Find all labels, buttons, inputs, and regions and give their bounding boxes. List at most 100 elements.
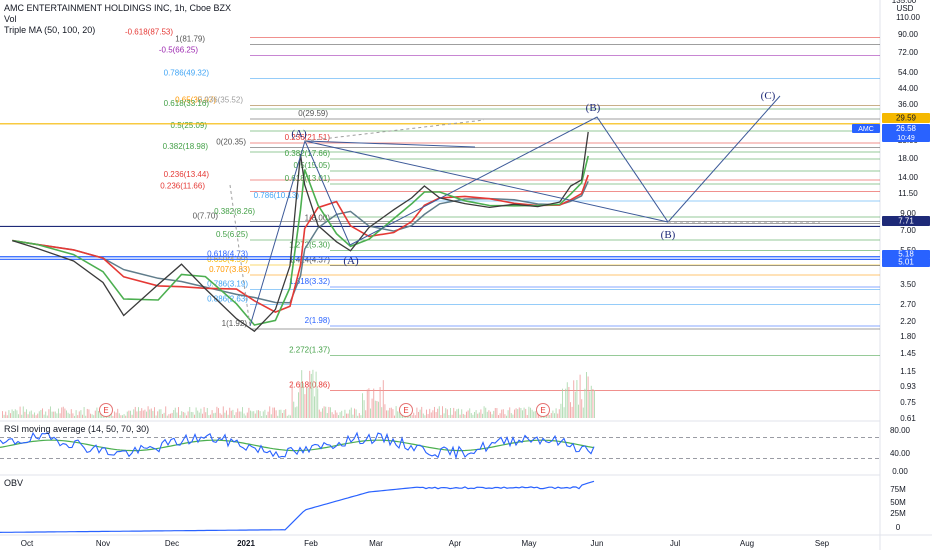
volume-bar — [21, 414, 23, 418]
volume-bar — [22, 406, 24, 418]
volume-bar — [528, 406, 530, 418]
volume-bar — [24, 411, 26, 418]
volume-bar — [146, 411, 147, 418]
volume-bar — [317, 388, 319, 418]
price-axis-tick: 90.00 — [898, 30, 919, 39]
fib-level-label: 0.886(2.63) — [207, 295, 248, 304]
volume-bar — [13, 411, 15, 418]
volume-bar — [42, 408, 43, 418]
volume-bar — [472, 414, 474, 418]
ma-50-line — [12, 174, 589, 313]
fib-levels: -0.618(87.53)1(81.79) -0.5(66.25) 0.786(49… — [125, 28, 880, 391]
volume-bar — [205, 412, 207, 418]
volume-bar — [259, 411, 261, 418]
earnings-marker-circle — [99, 403, 113, 417]
volume-bar — [309, 370, 311, 418]
volume-bar — [206, 407, 208, 418]
volume-bar — [427, 414, 429, 418]
volume-bar — [334, 410, 336, 418]
volume-bar — [190, 411, 192, 418]
time-axis-label: May — [521, 539, 536, 548]
volume-bar — [277, 415, 279, 418]
volume-bar — [126, 411, 128, 418]
volume-bar — [29, 411, 31, 418]
volume-bar — [251, 411, 253, 418]
volume-bar — [19, 406, 21, 418]
volume-bar — [302, 383, 304, 418]
volume-bar — [534, 411, 536, 418]
volume-bar — [395, 406, 397, 418]
volume-bar — [474, 412, 475, 418]
obv-axis-tick: 75M — [890, 485, 906, 494]
volume-bar — [26, 409, 27, 418]
volume-bar — [35, 415, 37, 418]
volume-bar — [114, 411, 115, 418]
price-axis: 110.0090.0072.0054.0044.0036.0029.5923.0… — [892, 0, 921, 423]
volume-bar — [291, 381, 293, 418]
volume-bar — [74, 415, 75, 418]
volume-bar — [219, 413, 221, 418]
volume-bar — [93, 415, 95, 418]
volume-bar — [125, 415, 127, 418]
volume-bar — [469, 408, 471, 418]
volume-bar — [61, 407, 63, 418]
volume-bar — [301, 370, 303, 418]
volume-bar — [523, 407, 525, 418]
fib-level-label: 0.618(4.73) — [207, 250, 248, 259]
volume-bar — [163, 412, 165, 418]
volume-bar — [349, 409, 351, 418]
volume-bar — [123, 414, 125, 418]
volume-bar — [410, 415, 411, 418]
volume-bar — [242, 407, 243, 418]
volume-bar — [390, 407, 392, 418]
fib-level-label: 0.707(3.83) — [209, 265, 250, 274]
volume-bar — [374, 400, 376, 418]
obv-axis-tick: 25M — [890, 509, 906, 518]
volume-bar — [594, 390, 595, 418]
volume-bar — [398, 412, 400, 418]
volume-bar — [387, 410, 389, 418]
volume-bar — [357, 415, 359, 418]
volume-bar — [283, 410, 285, 418]
volume-bar — [75, 410, 77, 418]
fib-level-label: -0.618(87.53) — [125, 28, 173, 37]
price-axis-tick: 9.00 — [900, 209, 916, 218]
volume-bar — [512, 414, 514, 418]
price-badge-5-18-bg — [882, 250, 930, 259]
fib-level-label: 0.786(10.13) — [254, 191, 300, 200]
volume-bar — [531, 409, 533, 418]
volume-bar — [416, 407, 418, 418]
volume-bar — [414, 415, 416, 418]
volume-bar — [360, 415, 362, 418]
volume-bar — [376, 400, 378, 418]
volume-bar — [586, 372, 587, 418]
price-badge-29-59: 29.59 — [882, 113, 930, 123]
volume-bar — [368, 388, 370, 418]
volume-bar — [226, 410, 227, 418]
volume-bar — [147, 406, 149, 418]
time-axis-label: Oct — [21, 539, 34, 548]
fib-level-label: 0.236(35.52) — [198, 96, 244, 105]
volume-bar — [64, 408, 66, 418]
volume-bar — [115, 412, 117, 418]
fib-level-label: -0.5(66.25) — [159, 46, 198, 55]
volume-bar — [587, 376, 589, 418]
volume-bar — [133, 409, 135, 418]
earnings-marker-label: E — [103, 406, 108, 415]
volume-bar — [509, 407, 511, 418]
volume-bar — [362, 393, 363, 418]
volume-bar — [82, 414, 83, 418]
price-axis-tick: 0.93 — [900, 382, 916, 391]
fib-level-label: 1.414(4.37) — [289, 256, 330, 265]
volume-bar — [331, 412, 333, 418]
volume-bar — [198, 412, 200, 418]
volume-bar — [262, 411, 264, 418]
volume-bar — [555, 408, 557, 418]
volume-bar — [221, 414, 223, 418]
volume-bar — [178, 407, 179, 418]
volume-bar — [234, 415, 235, 418]
volume-bar — [118, 413, 120, 418]
volume-bar — [264, 409, 266, 418]
volume-bar — [475, 410, 477, 418]
price-axis-tick: 2.70 — [900, 300, 916, 309]
